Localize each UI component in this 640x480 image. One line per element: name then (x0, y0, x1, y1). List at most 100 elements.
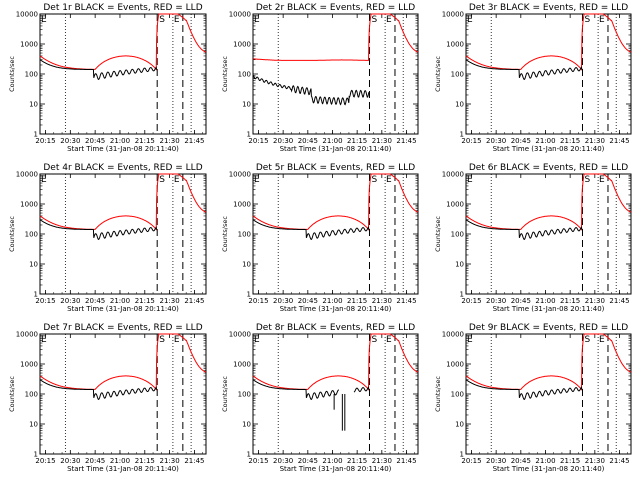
start-marker-label: S (159, 335, 165, 345)
plot-frame (252, 13, 419, 135)
plot-frame (465, 173, 632, 295)
x-axis-label: Start Time (31-Jan-08 20:11:40) (493, 145, 605, 153)
panel-2: Det 2r BLACK = Events, RED = LLD 1 10 100 10… (221, 3, 419, 153)
panel-1: Det 1r BLACK = Events, RED = LLD 1 10 100 10… (8, 3, 207, 153)
x-tick-label: 20:30 (273, 137, 293, 145)
start-marker-label: S (371, 335, 377, 345)
panel-8: Det 8r BLACK = Events, RED = LLD 1 10 100 10… (221, 323, 419, 473)
lld-series-line (39, 13, 206, 71)
left-marker-label: E (41, 335, 47, 345)
panel-title: Det 1r BLACK = Events, RED = LLD (43, 3, 202, 13)
panel-4: Det 4r BLACK = Events, RED = LLD 1 10 100 10… (8, 163, 207, 313)
y-tick-label: 100 (238, 231, 251, 239)
left-marker-label: E (254, 175, 260, 185)
x-tick-label: 21:30 (585, 457, 605, 465)
x-tick-label: 21:15 (347, 297, 367, 305)
x-tick-label: 20:45 (298, 297, 318, 305)
y-tick-label: 1 (34, 451, 38, 459)
x-tick-label: 20:30 (60, 137, 80, 145)
y-tick-label: 10 (455, 421, 464, 429)
x-tick-label: 20:45 (511, 457, 531, 465)
x-axis-label: Start Time (31-Jan-08 20:11:40) (493, 305, 605, 313)
x-tick-label: 21:00 (535, 457, 555, 465)
x-tick-label: 20:15 (35, 297, 55, 305)
plot-frame (39, 173, 207, 295)
panel-title: Det 2r BLACK = Events, RED = LLD (256, 3, 415, 13)
lld-series-line (465, 13, 632, 71)
y-axis-label: Counts/sec (221, 216, 229, 252)
y-tick-label: 1000 (20, 201, 38, 209)
y-axis-label: Counts/sec (221, 56, 229, 92)
x-tick-label: 20:45 (85, 297, 105, 305)
left-marker-label: E (467, 175, 473, 185)
y-tick-label: 10000 (229, 331, 251, 339)
lld-series-line (465, 333, 632, 391)
start-marker-label: S (159, 175, 165, 185)
y-tick-label: 1 (34, 291, 38, 299)
y-tick-label: 10 (29, 421, 38, 429)
y-tick-label: 1 (460, 451, 464, 459)
lld-series-line (252, 173, 419, 231)
x-tick-label: 20:30 (486, 137, 506, 145)
x-tick-label: 21:00 (110, 297, 130, 305)
x-axis-label: Start Time (31-Jan-08 20:11:40) (67, 305, 179, 313)
y-tick-label: 10 (242, 261, 251, 269)
start-marker-label: S (371, 15, 377, 25)
x-axis-label: Start Time (31-Jan-08 20:11:40) (280, 145, 392, 153)
plot-frame (465, 333, 632, 455)
x-tick-label: 21:15 (560, 457, 580, 465)
plot-frame (39, 13, 207, 135)
left-marker-label: E (467, 15, 473, 25)
x-tick-label: 21:15 (135, 457, 155, 465)
panel-6: Det 6r BLACK = Events, RED = LLD 1 10 100 10… (434, 163, 632, 313)
events-series-line (39, 219, 158, 240)
x-tick-label: 20:15 (248, 457, 268, 465)
x-tick-label: 20:45 (298, 137, 318, 145)
x-tick-label: 21:15 (347, 457, 367, 465)
panel-title: Det 3r BLACK = Events, RED = LLD (469, 3, 628, 13)
x-tick-label: 20:30 (60, 457, 80, 465)
events-series-line (252, 379, 370, 400)
lld-series-line (39, 173, 206, 231)
x-tick-label: 20:15 (35, 457, 55, 465)
x-tick-label: 21:00 (110, 457, 130, 465)
start-marker-label: S (584, 15, 590, 25)
x-axis-label: Start Time (31-Jan-08 20:11:40) (280, 305, 392, 313)
left-marker-label: E (254, 335, 260, 345)
x-tick-label: 20:30 (273, 457, 293, 465)
y-tick-label: 1 (247, 291, 251, 299)
events-series-line (465, 379, 583, 400)
left-marker-label: E (467, 335, 473, 345)
x-tick-label: 21:15 (135, 297, 155, 305)
y-tick-label: 1000 (20, 361, 38, 369)
end-marker-label: E (386, 15, 392, 25)
x-tick-label: 21:00 (322, 137, 342, 145)
x-axis-label: Start Time (31-Jan-08 20:11:40) (280, 465, 392, 473)
y-tick-label: 100 (238, 71, 251, 79)
end-marker-label: E (174, 15, 180, 25)
x-tick-label: 21:15 (560, 137, 580, 145)
left-marker-label: E (41, 15, 47, 25)
x-tick-label: 21:30 (160, 297, 180, 305)
x-axis-label: Start Time (31-Jan-08 20:11:40) (67, 145, 179, 153)
x-tick-label: 21:30 (585, 137, 605, 145)
end-marker-label: E (599, 175, 605, 185)
x-tick-label: 21:45 (396, 137, 416, 145)
events-series-line (252, 219, 370, 240)
y-axis-label: Counts/sec (434, 376, 442, 412)
x-tick-label: 20:45 (511, 297, 531, 305)
y-tick-label: 1000 (446, 201, 464, 209)
y-axis-label: Counts/sec (221, 376, 229, 412)
start-marker-label: S (584, 175, 590, 185)
plot-frame (252, 173, 419, 295)
y-axis-label: Counts/sec (434, 56, 442, 92)
x-tick-label: 20:45 (85, 137, 105, 145)
events-series-line (252, 74, 370, 106)
y-axis-label: Counts/sec (8, 376, 16, 412)
x-tick-label: 20:15 (461, 457, 481, 465)
events-series-line (39, 379, 158, 400)
y-tick-label: 10 (455, 101, 464, 109)
plot-frame (252, 333, 419, 455)
start-marker-label: S (371, 175, 377, 185)
x-tick-label: 21:15 (347, 137, 367, 145)
